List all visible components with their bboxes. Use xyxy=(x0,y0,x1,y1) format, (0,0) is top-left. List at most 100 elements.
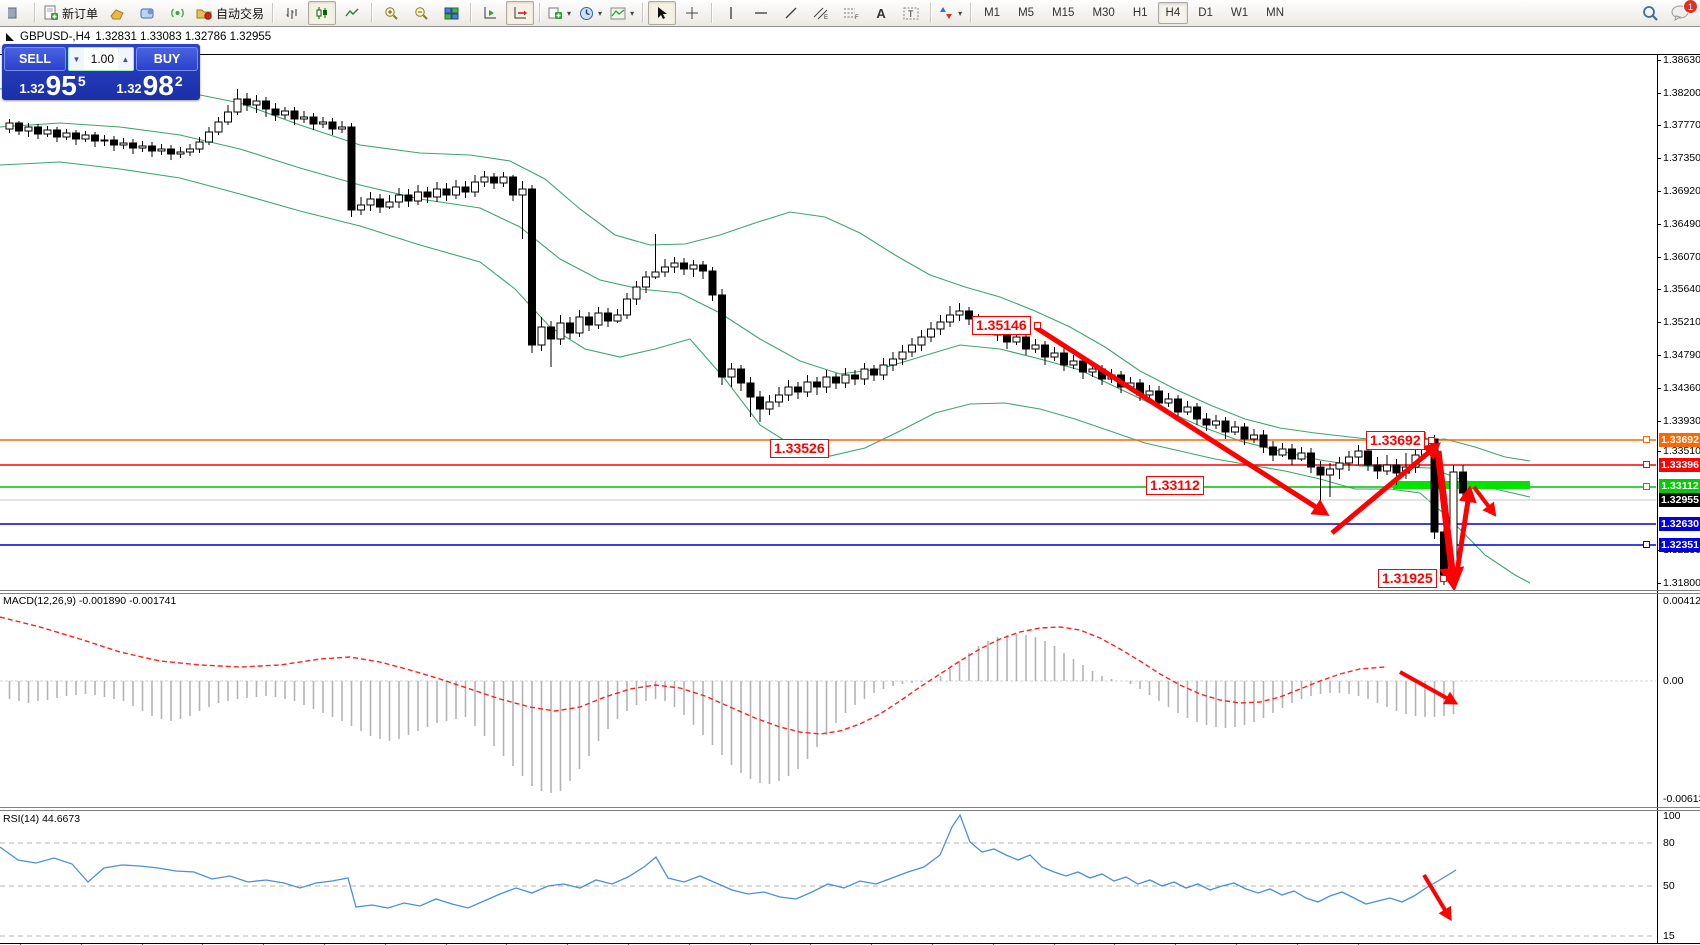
line-chart-button[interactable] xyxy=(338,1,366,25)
annotation-handle[interactable] xyxy=(1428,437,1435,444)
pane-separator xyxy=(0,807,1700,808)
sell-price[interactable]: 1.32 95 5 xyxy=(4,72,101,100)
chart-shift-button[interactable] xyxy=(506,1,535,25)
line-handle[interactable] xyxy=(1643,541,1650,548)
toolbar-separator xyxy=(930,3,932,23)
timeframe-d1-button[interactable]: D1 xyxy=(1198,7,1213,19)
annotation-label[interactable]: 1.35146 xyxy=(972,316,1031,335)
annotation-handle[interactable] xyxy=(1034,322,1041,329)
time-axis-tick xyxy=(1236,943,1237,945)
periods-button[interactable]: ▾ xyxy=(576,1,605,25)
buy-price[interactable]: 1.32 98 2 xyxy=(101,72,198,100)
trend-arrow xyxy=(1472,485,1497,517)
auto-scroll-button[interactable] xyxy=(476,1,504,25)
volume-decrease-button[interactable]: ▼ xyxy=(69,48,84,70)
auto-trading-icon xyxy=(196,9,212,20)
svg-text:F: F xyxy=(855,15,859,20)
annotation-label[interactable]: 1.31925 xyxy=(1378,569,1437,588)
line-handle[interactable] xyxy=(1643,461,1650,468)
dropdown-caret-icon: ▾ xyxy=(630,8,635,18)
price-tick: 1.35640 xyxy=(1658,283,1700,295)
macd-scale-value: 0.00 xyxy=(1663,675,1684,687)
equidistant-channel-tool-button[interactable]: E xyxy=(807,1,835,25)
annotation-label[interactable]: 1.33112 xyxy=(1146,476,1204,495)
price-badge: 1.32955 xyxy=(1659,493,1700,507)
time-axis-tick xyxy=(992,943,994,945)
timeframe-h4-button[interactable]: H4 xyxy=(1157,2,1189,24)
auto-trading-button[interactable]: 自动交易 xyxy=(193,1,267,25)
trendline-tool-button[interactable] xyxy=(777,1,805,25)
annotation-handle[interactable] xyxy=(1440,575,1447,582)
market-watch-button[interactable] xyxy=(103,1,131,25)
text-label-tool-button[interactable]: T xyxy=(897,1,925,25)
fibonacci-tool-button[interactable]: F xyxy=(837,1,865,25)
price-badge: 1.32630 xyxy=(1659,517,1700,531)
annotation-label[interactable]: 1.33526 xyxy=(770,439,829,458)
sell-button[interactable]: SELL xyxy=(4,47,66,71)
price-tick: 1.38630 xyxy=(1658,54,1700,66)
trend-arrow xyxy=(1434,450,1465,592)
bar-chart-button[interactable] xyxy=(278,1,306,25)
timeframe-m1-button[interactable]: M1 xyxy=(984,7,1001,19)
price-tick: 1.36920 xyxy=(1658,185,1700,197)
toolbar-separator xyxy=(470,3,472,23)
annotation-label[interactable]: 1.33692 xyxy=(1366,431,1425,450)
time-axis-tick xyxy=(445,943,447,945)
timeframe-mn-button[interactable]: MN xyxy=(1266,7,1285,19)
new-order-button[interactable]: 新订单 xyxy=(40,1,101,25)
bollinger-lower-band xyxy=(0,161,1531,584)
horizontal-line-tool-button[interactable] xyxy=(747,1,775,25)
toolbar-separator xyxy=(34,3,35,23)
timeframe-h1-button[interactable]: H1 xyxy=(1132,7,1148,19)
toolbar-separator xyxy=(272,3,274,23)
arrows-tool-button[interactable]: ▾ xyxy=(936,1,965,25)
price-badge: 1.33112 xyxy=(1659,479,1700,493)
rsi-scale-value: 80 xyxy=(1663,837,1675,849)
new-order-label: 新订单 xyxy=(62,6,99,21)
timeframe-m30-button[interactable]: M30 xyxy=(1092,7,1115,19)
navigator-button[interactable] xyxy=(133,1,161,25)
candlestick-chart-button[interactable] xyxy=(308,1,337,25)
search-icon[interactable] xyxy=(1642,5,1659,22)
timeframe-m15-button[interactable]: M15 xyxy=(1052,7,1075,19)
volume-increase-button[interactable]: ▲ xyxy=(118,48,133,70)
time-axis-tick xyxy=(567,943,569,945)
signals-button[interactable] xyxy=(163,1,191,25)
text-tool-button[interactable]: A xyxy=(876,5,886,21)
rsi-label: RSI(14) 44.6673 xyxy=(3,813,81,825)
notifications-button[interactable]: 1 xyxy=(1671,0,1698,21)
indicators-button[interactable]: ▾ xyxy=(607,1,637,25)
price-axis[interactable]: 1.38630 1.38200 1.37770 1.37350 1.36920 1.364… xyxy=(1657,54,1700,943)
vertical-line-tool-button[interactable] xyxy=(717,1,745,25)
price-tick: 1.38200 xyxy=(1658,87,1700,99)
rsi-scale-value: 100 xyxy=(1663,810,1681,822)
macd-scale-value: -0.006132 xyxy=(1663,793,1700,805)
volume-stepper[interactable]: ▼ 1.00 ▲ xyxy=(68,47,134,71)
line-handle[interactable] xyxy=(1643,436,1650,443)
sell-price-pip: 5 xyxy=(77,73,86,89)
timeframe-w1-button[interactable]: W1 xyxy=(1230,7,1249,19)
tile-windows-button[interactable] xyxy=(437,1,465,25)
toolbar-separator xyxy=(970,3,972,23)
line-handle[interactable] xyxy=(1643,483,1650,490)
zoom-out-button[interactable] xyxy=(407,1,435,25)
timeframe-m5-button[interactable]: M5 xyxy=(1018,7,1035,19)
time-axis-tick xyxy=(80,943,82,945)
chart-window[interactable]: 1.38630 1.38200 1.37770 1.37350 1.36920 1.364… xyxy=(0,27,1700,945)
collapse-triangle-icon[interactable] xyxy=(6,32,15,42)
zoom-in-button[interactable] xyxy=(377,1,405,25)
symbol-period-label: GBPUSD-,H4 xyxy=(20,31,91,43)
buy-button[interactable]: BUY xyxy=(136,47,198,71)
cursor-tool-button[interactable] xyxy=(648,1,677,25)
bollinger-middle-band xyxy=(0,122,1531,498)
clipped-chart-icon[interactable] xyxy=(1,1,29,25)
macd-label: MACD(12,26,9) -0.001890 -0.001741 xyxy=(3,595,177,607)
templates-button[interactable]: ▾ xyxy=(545,1,574,25)
crosshair-tool-button[interactable] xyxy=(678,1,706,25)
trend-arrow xyxy=(1399,670,1459,705)
volume-value[interactable]: 1.00 xyxy=(90,52,114,66)
time-axis-tick xyxy=(20,943,21,945)
price-chart-canvas[interactable] xyxy=(0,54,1700,945)
buy-price-main: 98 xyxy=(142,70,174,101)
trend-arrow xyxy=(1422,873,1452,922)
